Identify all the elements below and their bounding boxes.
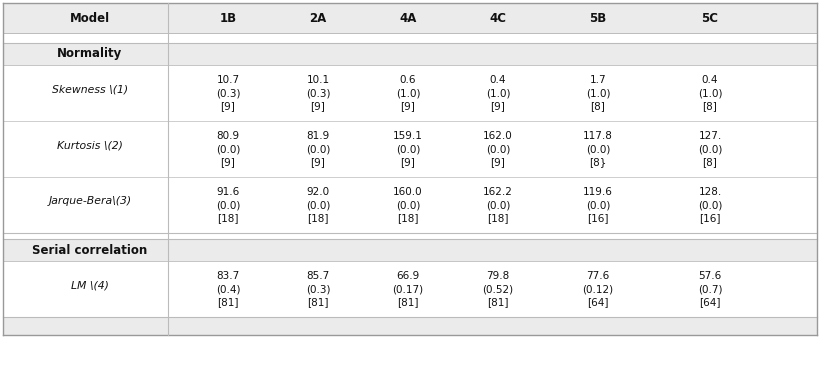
Text: [8]: [8] [702, 157, 717, 167]
Text: [18]: [18] [217, 213, 238, 223]
Text: Model: Model [70, 11, 110, 25]
Text: 128.: 128. [698, 187, 721, 197]
Text: 85.7: 85.7 [306, 271, 329, 281]
Text: Serial correlation: Serial correlation [32, 243, 147, 257]
Text: [8]: [8] [590, 101, 604, 111]
Text: [9]: [9] [490, 157, 505, 167]
Bar [3, 3, 816, 33]
Text: LM \(4): LM \(4) [71, 280, 109, 290]
Text: (0.0): (0.0) [485, 201, 509, 211]
Text: (0.4): (0.4) [215, 285, 240, 295]
Text: Kurtosis \(2): Kurtosis \(2) [57, 140, 123, 150]
Text: 4A: 4A [399, 11, 416, 25]
Text: 77.6: 77.6 [586, 271, 609, 281]
Text: (0.0): (0.0) [585, 201, 609, 211]
Text: [8}: [8} [589, 157, 606, 167]
Text: 10.1: 10.1 [306, 75, 329, 85]
Text: [64]: [64] [699, 297, 720, 307]
Text: (0.12): (0.12) [581, 285, 613, 295]
Text: 162.0: 162.0 [482, 131, 512, 141]
Bar [3, 177, 816, 233]
Text: [9]: [9] [310, 101, 325, 111]
Text: 160.0: 160.0 [392, 187, 423, 197]
Text: (0.3): (0.3) [305, 89, 330, 99]
Text: 119.6: 119.6 [582, 187, 612, 197]
Text: [81]: [81] [486, 297, 508, 307]
Text: [9]: [9] [310, 157, 325, 167]
Text: (0.0): (0.0) [485, 145, 509, 155]
Text: 92.0: 92.0 [306, 187, 329, 197]
Text: (0.0): (0.0) [305, 201, 330, 211]
Text: (0.7): (0.7) [697, 285, 722, 295]
Text: [16]: [16] [586, 213, 608, 223]
Text: 79.8: 79.8 [486, 271, 509, 281]
Text: Normality: Normality [57, 48, 123, 60]
Text: [9]: [9] [220, 101, 235, 111]
Text: (1.0): (1.0) [697, 89, 722, 99]
Text: [18]: [18] [486, 213, 508, 223]
Text: 80.9: 80.9 [216, 131, 239, 141]
Bar [3, 43, 816, 65]
Text: [18]: [18] [307, 213, 328, 223]
Text: Jarque-Bera\(3): Jarque-Bera\(3) [48, 196, 131, 206]
Text: (0.0): (0.0) [697, 201, 722, 211]
Text: (0.52): (0.52) [482, 285, 513, 295]
Text: (0.0): (0.0) [396, 201, 419, 211]
Text: (1.0): (1.0) [396, 89, 420, 99]
Text: 117.8: 117.8 [582, 131, 612, 141]
Text: [64]: [64] [586, 297, 608, 307]
Text: (0.0): (0.0) [585, 145, 609, 155]
Text: 4C: 4C [489, 11, 506, 25]
Text: [81]: [81] [396, 297, 419, 307]
Text: [18]: [18] [396, 213, 419, 223]
Text: (0.3): (0.3) [305, 285, 330, 295]
Text: [9]: [9] [400, 157, 415, 167]
Text: 127.: 127. [698, 131, 721, 141]
Text: (0.3): (0.3) [215, 89, 240, 99]
Text: [9]: [9] [400, 101, 415, 111]
Text: 83.7: 83.7 [216, 271, 239, 281]
Text: 57.6: 57.6 [698, 271, 721, 281]
Text: [8]: [8] [702, 101, 717, 111]
Text: (1.0): (1.0) [485, 89, 509, 99]
Bar [3, 65, 816, 121]
Text: [81]: [81] [307, 297, 328, 307]
Text: 159.1: 159.1 [392, 131, 423, 141]
Bar [3, 33, 816, 43]
Text: 1.7: 1.7 [589, 75, 605, 85]
Text: [81]: [81] [217, 297, 238, 307]
Bar [3, 261, 816, 317]
Text: (1.0): (1.0) [585, 89, 609, 99]
Text: 91.6: 91.6 [216, 187, 239, 197]
Text: (0.0): (0.0) [215, 145, 240, 155]
Bar [3, 239, 816, 261]
Text: [9]: [9] [220, 157, 235, 167]
Text: 2A: 2A [309, 11, 326, 25]
Text: (0.0): (0.0) [396, 145, 419, 155]
Text: (0.0): (0.0) [697, 145, 722, 155]
Text: 0.4: 0.4 [701, 75, 717, 85]
Bar [3, 121, 816, 177]
Text: 5C: 5C [700, 11, 717, 25]
Text: Skewness \(1): Skewness \(1) [52, 84, 128, 94]
Text: [9]: [9] [490, 101, 505, 111]
Bar [3, 317, 816, 335]
Text: 162.2: 162.2 [482, 187, 513, 197]
Text: 66.9: 66.9 [396, 271, 419, 281]
Text: 1B: 1B [219, 11, 236, 25]
Text: (0.0): (0.0) [215, 201, 240, 211]
Text: 0.4: 0.4 [489, 75, 505, 85]
Text: 5B: 5B [589, 11, 606, 25]
Text: (0.17): (0.17) [392, 285, 423, 295]
Text: (0.0): (0.0) [305, 145, 330, 155]
Text: 10.7: 10.7 [216, 75, 239, 85]
Text: [16]: [16] [699, 213, 720, 223]
Text: 0.6: 0.6 [400, 75, 416, 85]
Bar [3, 233, 816, 239]
Text: 81.9: 81.9 [306, 131, 329, 141]
